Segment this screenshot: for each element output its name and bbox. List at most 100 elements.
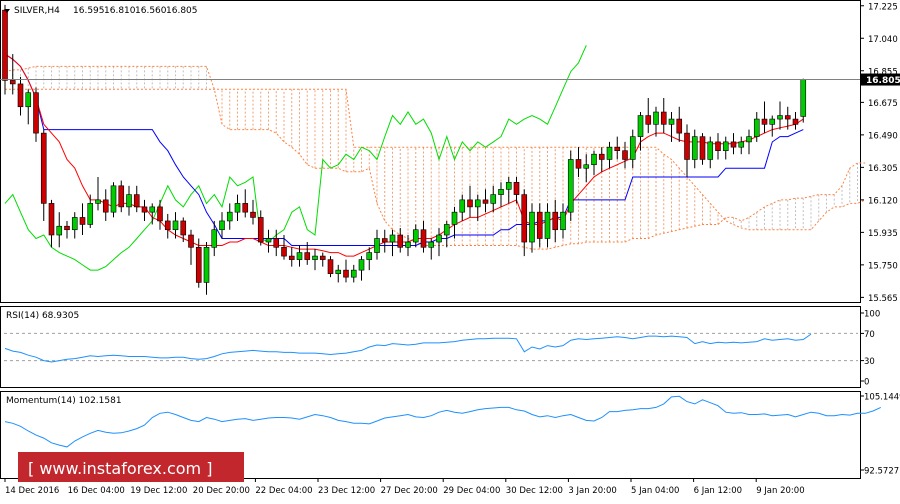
current-price-tag: 16.805: [861, 73, 900, 86]
candle-body-bear: [684, 132, 690, 160]
candle-body-bear: [257, 217, 264, 243]
senkou-span-a-line: [4, 65, 866, 250]
time-axis: 14 Dec 2016 16 Dec 04:00 19 Dec 12:00 20 De…: [4, 478, 805, 496]
price-axis-tick-label: 15.750: [868, 261, 898, 271]
time-axis-tick-label: 29 Dec 04:00: [443, 486, 500, 496]
momentum-line: [4, 395, 882, 448]
candle-body-bull: [443, 224, 450, 236]
price-axis-tick-label: 17.040: [868, 35, 898, 45]
price-axis-tick-label: 15.935: [868, 229, 898, 239]
rsi-line: [4, 333, 812, 363]
candle-body-bull: [529, 211, 535, 243]
chikou-span-line: [4, 45, 587, 271]
candle-body-bull: [451, 211, 458, 225]
candle-body-bear: [17, 83, 24, 108]
momentum-axis-tick-label: 92.5727: [864, 467, 899, 477]
candle-body-bear: [157, 206, 163, 222]
candle-body-bear: [242, 203, 249, 213]
instrument-label: SILVER,H4: [14, 6, 60, 16]
rsi-label: RSI(14) 68.9305: [6, 311, 79, 321]
price-tag-background: [861, 73, 900, 86]
momentum-label: Momentum(14) 102.1581: [6, 396, 122, 406]
candle-body-bull: [707, 141, 714, 160]
candle-body-bull: [265, 238, 272, 243]
candle-body-bear: [645, 115, 652, 125]
price-axis-tick-label: 16.490: [868, 131, 898, 141]
candle-body-bear: [575, 159, 582, 169]
kijun-sen-line: [4, 53, 804, 246]
time-axis-tick-label: 5 Jan 04:00: [631, 486, 679, 496]
price-axis-tick-label: 17.225: [868, 2, 898, 12]
candle-body-bear: [319, 255, 326, 260]
candle-body-bear: [2, 9, 8, 81]
momentum-polyline: [4, 395, 882, 448]
candle-body-bull: [126, 194, 132, 208]
candle-body-bull: [172, 220, 179, 231]
candle-body-bull: [498, 189, 504, 195]
candle-body-bull: [722, 141, 729, 151]
price-axis-tick-label: 16.675: [868, 99, 898, 109]
logo-background: [18, 452, 244, 482]
time-axis-tick-label: 16 Dec 04:00: [68, 486, 125, 496]
candle-body-bull: [490, 194, 497, 204]
candle-body-bull: [110, 185, 117, 213]
candle-body-bull: [335, 269, 342, 274]
ohlc-close: 16.805: [166, 6, 198, 16]
logo-text: [ www.instaforex.com ]: [28, 459, 212, 478]
candle-body-bear: [715, 141, 721, 151]
senkou-span-b-line: [5, 88, 866, 231]
candle-body-bear: [521, 194, 528, 243]
candle-body-bull: [211, 229, 218, 248]
candle-body-bull: [428, 241, 435, 248]
candle-body-bear: [180, 220, 187, 236]
candle-body-bull: [405, 241, 411, 248]
candle-body-bull: [219, 220, 225, 231]
rsi-axis-tick-label: 0: [864, 378, 869, 388]
candle-body-bear: [48, 203, 55, 236]
candle-body-bull: [412, 229, 419, 243]
candles: [2, 4, 807, 295]
ichimoku-cloud: [4, 66, 858, 250]
candle-body-bear: [676, 118, 683, 134]
candle-body-bear: [102, 199, 109, 213]
candle-body-bear: [513, 182, 520, 195]
candle-body-bear: [133, 194, 140, 208]
candle-body-bull: [312, 255, 318, 260]
candle-body-bear: [397, 234, 404, 248]
time-axis-tick-label: 20 Dec 20:00: [193, 486, 250, 496]
candle-body-bull: [560, 211, 566, 231]
momentum-pane-frame: [0, 391, 861, 479]
time-axis-tick-label: 14 Dec 2016: [5, 486, 59, 496]
candle-body-bear: [381, 238, 388, 243]
time-axis-tick-label: 23 Dec 12:00: [318, 486, 375, 496]
candle-body-bull: [691, 136, 698, 160]
time-axis-tick-label: 19 Dec 12:00: [130, 486, 187, 496]
candle-body-bear: [660, 111, 667, 125]
candle-body-bull: [777, 115, 783, 120]
candle-body-bull: [296, 252, 303, 260]
price-axis-tick-label: 16.855: [868, 67, 898, 77]
price-axis-tick-label: 16.305: [868, 164, 898, 174]
candle-body-bear: [40, 132, 47, 204]
time-axis-tick-label: 3 Jan 20:00: [568, 486, 616, 496]
candle-body-bull: [358, 259, 365, 271]
tenkan-sen-line: [4, 53, 804, 257]
candle-body-bull: [203, 246, 210, 283]
candle-body-bull: [746, 136, 752, 143]
candle-body-bull: [350, 269, 357, 278]
candle-body-bear: [250, 211, 256, 218]
candle-body-bear: [343, 269, 349, 278]
candle-body-bear: [281, 246, 287, 257]
rsi-axis-tick-label: 100: [864, 310, 880, 320]
candle-body-bear: [141, 206, 148, 213]
rsi-axis: 100 70 30 0: [860, 310, 880, 388]
candle-body-bear: [761, 118, 768, 125]
ichimoku-lines: [4, 45, 866, 271]
candle-body-bear: [79, 217, 86, 225]
candle-body-bear: [195, 246, 202, 283]
chart-menu-triangle-icon[interactable]: [4, 9, 10, 13]
candle-body-bull: [800, 79, 807, 117]
candle-body-bull: [95, 199, 101, 204]
